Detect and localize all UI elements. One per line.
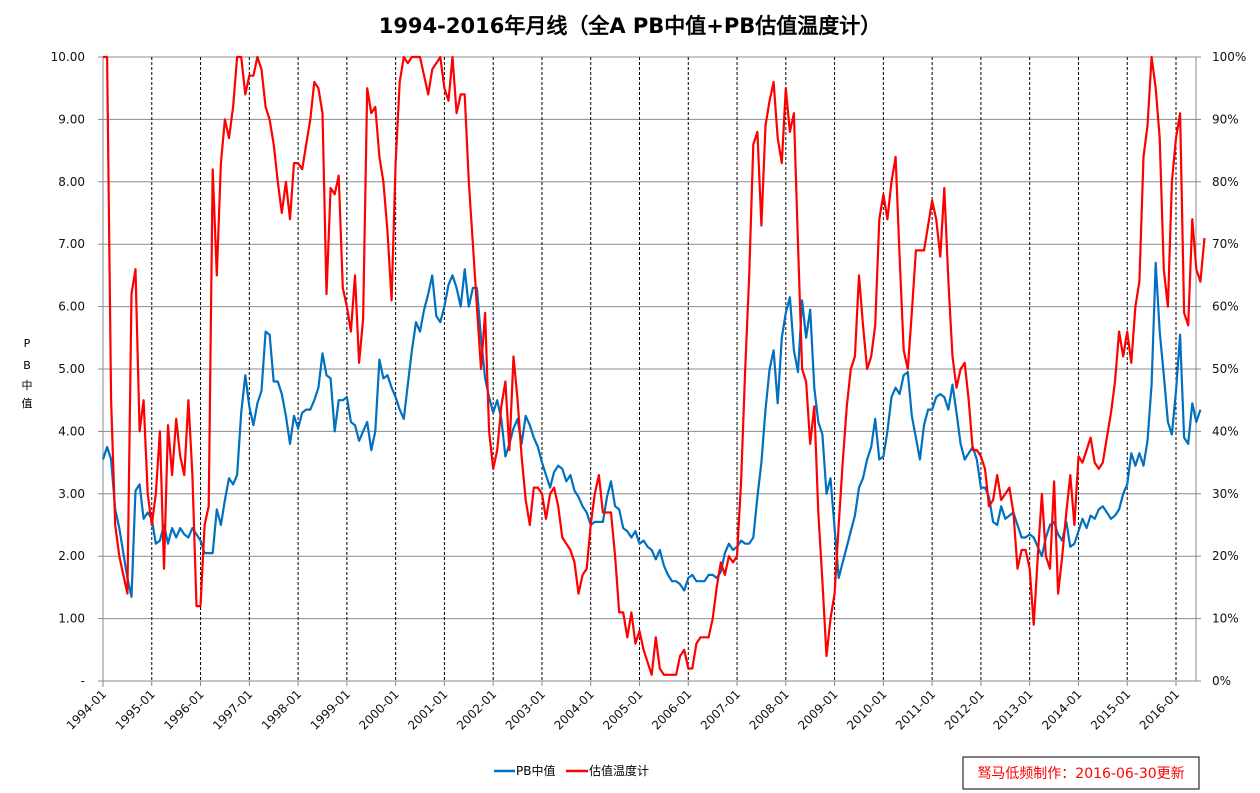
y2-tick-label: 50% xyxy=(1212,362,1239,376)
y-tick-label: 3.00 xyxy=(58,487,85,501)
y-axis-label: P B 中 值 xyxy=(22,337,33,410)
x-tick-label: 1995-01 xyxy=(113,687,158,732)
y2-tick-label: 80% xyxy=(1212,175,1239,189)
y2-tick-label: 40% xyxy=(1212,424,1239,438)
y2-tick-label: 60% xyxy=(1212,300,1239,314)
x-tick-label: 2012-01 xyxy=(942,687,987,732)
x-tick-label: 2000-01 xyxy=(356,687,401,732)
credit-box: 驽马低频制作：2016-06-30更新 xyxy=(962,756,1200,790)
x-tick-label: 2013-01 xyxy=(990,687,1035,732)
left-axis-ticks: - 1.00 2.00 3.00 4.00 5.00 6.00 7.00 8.00 9.00 10.… xyxy=(51,50,103,688)
x-tick-label: 1998-01 xyxy=(259,687,304,732)
vertical-gridlines xyxy=(151,57,1177,681)
y-tick-label: 1.00 xyxy=(58,612,85,626)
x-tick-label: 1997-01 xyxy=(210,687,255,732)
y2-tick-label: 100% xyxy=(1212,50,1246,64)
x-tick-label: 1999-01 xyxy=(308,687,353,732)
credit-border xyxy=(962,756,1200,790)
x-tick-label: 2001-01 xyxy=(405,687,450,732)
x-tick-label: 2003-01 xyxy=(503,687,548,732)
x-tick-label: 2010-01 xyxy=(844,687,889,732)
y-axis-label-zhong: 中 xyxy=(22,379,33,392)
legend-label-pb: PB中值 xyxy=(516,763,555,778)
y-tick-label: 8.00 xyxy=(58,175,85,189)
x-tick-label: 2004-01 xyxy=(551,687,596,732)
y2-tick-label: 90% xyxy=(1212,112,1239,126)
y-tick-label: - xyxy=(81,674,85,688)
x-tick-label: 2008-01 xyxy=(747,687,792,732)
y2-tick-label: 70% xyxy=(1212,237,1239,251)
y2-tick-label: 10% xyxy=(1212,612,1239,626)
y2-tick-label: 0% xyxy=(1212,674,1231,688)
series-line-valuation-temperature xyxy=(103,55,1206,676)
y-tick-label: 4.00 xyxy=(58,424,85,438)
x-tick-label: 2009-01 xyxy=(795,687,840,732)
legend-label-temp: 估值温度计 xyxy=(589,763,649,778)
x-tick-label: 2011-01 xyxy=(893,687,938,732)
y-tick-label: 2.00 xyxy=(58,549,85,563)
y-tick-label: 9.00 xyxy=(58,112,85,126)
x-tick-label: 1996-01 xyxy=(161,687,206,732)
y-axis-label-b: B xyxy=(23,359,31,372)
credit-text: 驽马低频制作：2016-06-30更新 xyxy=(977,766,1184,782)
x-tick-label: 2014-01 xyxy=(1039,687,1084,732)
x-tick-label: 2015-01 xyxy=(1088,687,1133,732)
y2-tick-label: 20% xyxy=(1212,549,1239,563)
y-tick-label: 7.00 xyxy=(58,237,85,251)
series-line-pb-median xyxy=(101,261,1202,598)
legend: PB中值 估值温度计 xyxy=(494,763,649,778)
x-tick-label: 2002-01 xyxy=(454,687,499,732)
x-tick-label: 2016-01 xyxy=(1137,687,1182,732)
right-axis-ticks: 0% 10% 20% 30% 40% 50% 60% 70% 80% 90% 100% xyxy=(1196,50,1246,688)
horizontal-gridlines xyxy=(103,56,1196,620)
x-tick-label: 2005-01 xyxy=(600,687,645,732)
x-tick-label: 2006-01 xyxy=(649,687,694,732)
x-tick-label: 2007-01 xyxy=(698,687,743,732)
y-tick-label: 5.00 xyxy=(58,362,85,376)
y-tick-label: 6.00 xyxy=(58,300,85,314)
y-tick-label: 10.00 xyxy=(51,50,85,64)
y-axis-label-p: P xyxy=(24,337,31,350)
x-tick-label: 1994-01 xyxy=(64,687,109,732)
y2-tick-label: 30% xyxy=(1212,487,1239,501)
y-axis-label-zhi: 值 xyxy=(22,397,33,410)
x-axis-ticks: 1994-01 1995-01 1996-01 1997-01 1998-01 1999-… xyxy=(64,681,1182,733)
chart-title: 1994-2016年月线（全A PB中值+PB估值温度计） xyxy=(379,14,882,38)
series-layer xyxy=(101,55,1206,676)
